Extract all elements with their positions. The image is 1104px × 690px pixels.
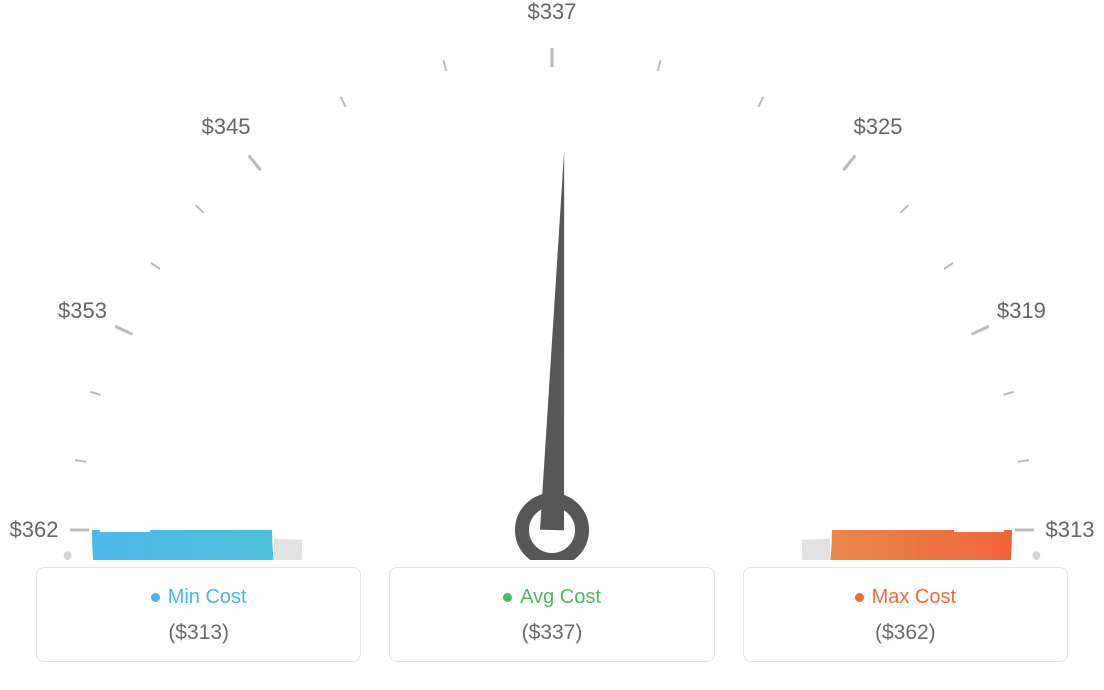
legend-min-label: Min Cost <box>37 586 360 609</box>
legend-min-text: Min Cost <box>168 586 247 608</box>
gauge-area: $313 $319 $325 $337 $345 $353 $362 <box>0 0 1104 560</box>
legend-row: Min Cost ($313) Avg Cost ($337) Max Cost… <box>36 567 1068 662</box>
gauge-tick-3: $337 <box>528 0 577 25</box>
dot-icon <box>503 593 512 602</box>
cost-gauge-chart: $313 $319 $325 $337 $345 $353 $362 Min Cost ($… <box>0 0 1104 690</box>
gauge-tick-0: $313 <box>1046 517 1095 543</box>
gauge-tick-4: $345 <box>202 114 251 140</box>
legend-avg: Avg Cost ($337) <box>389 567 714 662</box>
gauge-svg <box>0 0 1104 560</box>
legend-min-value: ($313) <box>37 621 360 645</box>
gauge-tick-5: $353 <box>58 298 107 324</box>
gauge-tick-2: $325 <box>854 114 903 140</box>
legend-max-value: ($362) <box>744 621 1067 645</box>
legend-min: Min Cost ($313) <box>36 567 361 662</box>
legend-avg-label: Avg Cost <box>390 586 713 609</box>
gauge-tick-1: $319 <box>997 298 1046 324</box>
gauge-tick-6: $362 <box>10 517 59 543</box>
legend-max-label: Max Cost <box>744 586 1067 609</box>
legend-avg-value: ($337) <box>390 621 713 645</box>
legend-avg-text: Avg Cost <box>520 586 601 608</box>
legend-max: Max Cost ($362) <box>743 567 1068 662</box>
legend-max-text: Max Cost <box>872 586 956 608</box>
dot-icon <box>151 593 160 602</box>
dot-icon <box>855 593 864 602</box>
